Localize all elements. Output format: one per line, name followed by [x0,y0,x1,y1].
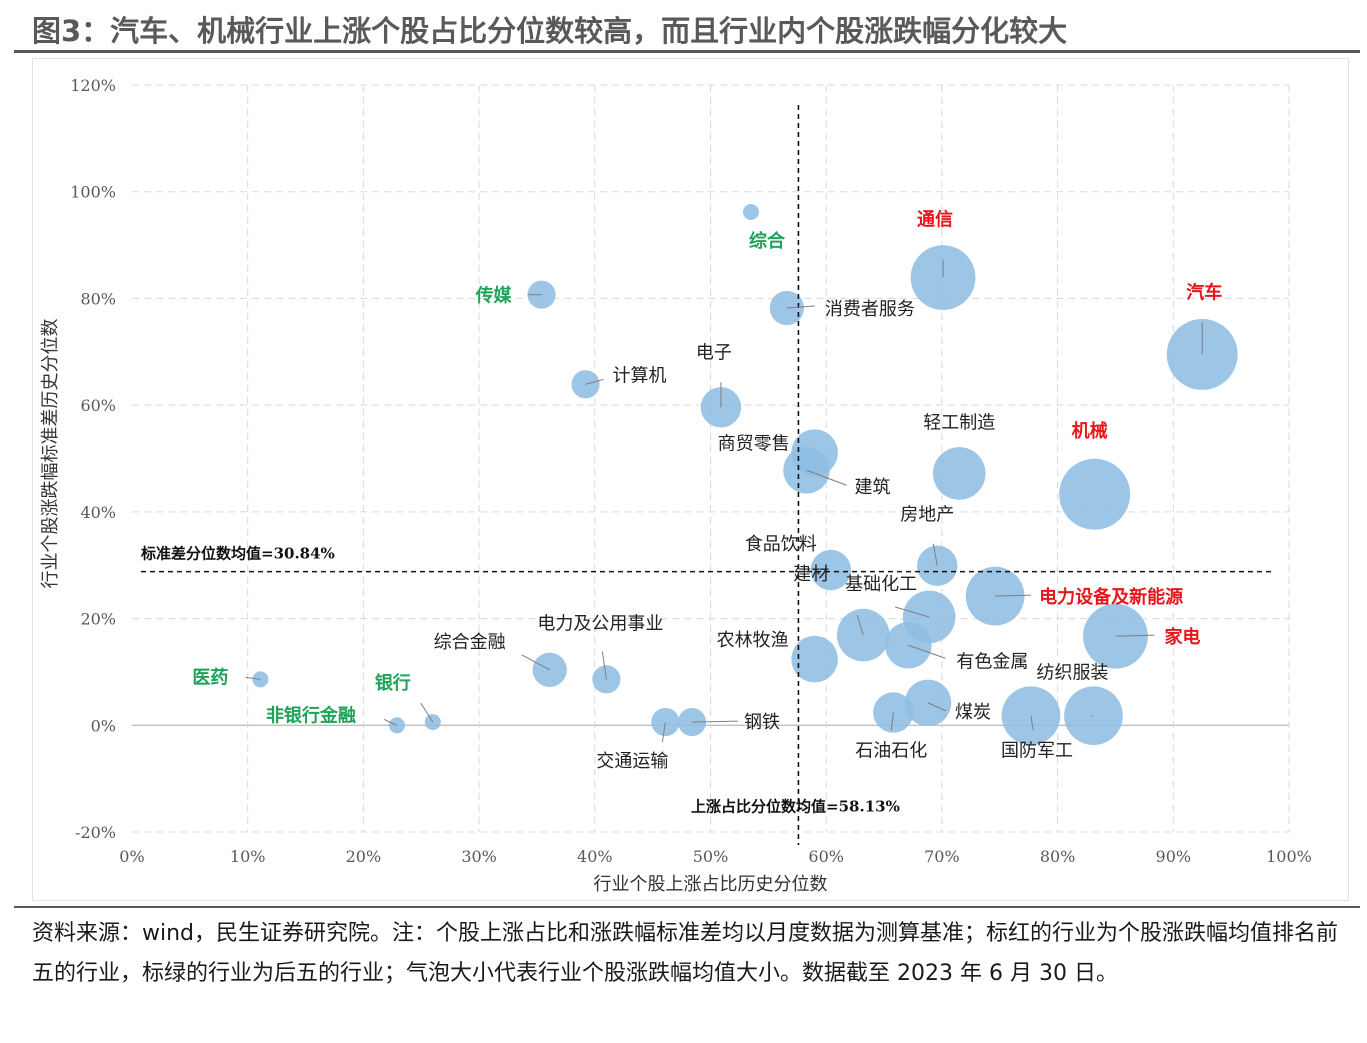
x-tick-label: 10% [230,847,266,866]
leader-line [521,654,550,671]
leader-line [245,676,261,680]
leader-line [585,378,604,385]
x-tick-label: 100% [1266,847,1312,866]
y-tick-label: 120% [70,76,116,95]
bubble-label-电力设备及新能源: 电力设备及新能源 [1039,586,1183,608]
bubble-label-银行: 银行 [375,672,411,694]
leader-line [908,644,946,659]
x-tick-label: 30% [461,847,497,866]
bubble-label-综合: 综合 [749,230,786,252]
bubble-label-机械: 机械 [1072,420,1108,442]
y-tick-label: 80% [80,289,116,308]
bubble-农林牧渔 [791,635,838,683]
reference-line-layer: 上涨占比分位数均值=58.13% 标准差分位数均值=30.84% [140,105,1271,845]
y-tick-label: 40% [80,503,116,522]
y-tick-label: 20% [80,610,116,629]
bubble-消费者服务 [769,290,805,326]
leader-line [890,712,894,731]
leader-line [1030,715,1034,730]
bubble-label-基础化工: 基础化工 [845,574,917,595]
leader-line [927,702,947,712]
y-tick-label: -20% [75,823,116,842]
chart-frame [32,58,1349,901]
bubble-label-非银行金融: 非银行金融 [266,704,356,726]
bubble-layer [252,203,1238,746]
leader-line [786,305,815,309]
leader-line [661,722,666,743]
bubble-食品饮料 [810,549,852,591]
x-tick-label: 90% [1156,847,1192,866]
x-tick-label: 70% [924,847,960,866]
leader-line [1115,634,1155,637]
bubble-label-综合金融: 综合金融 [434,632,506,653]
bubble-label-建筑: 建筑 [855,477,891,498]
bubble-label-交通运输: 交通运输 [596,751,668,772]
leader-line [806,469,847,486]
leader-line [995,594,1032,597]
y-axis-title: 行业个股涨跌幅标准差历史分位数 [40,319,61,589]
y-tick-label: 60% [80,396,116,415]
bubble-综合 [742,203,759,220]
x-axis-title: 行业个股上涨占比历史分位数 [594,874,828,895]
bubble-机械 [1059,458,1131,530]
leader-line [420,702,434,723]
y-tick-label: 100% [70,183,116,202]
x-tick-label: 80% [1040,847,1076,866]
x-tick-label: 40% [577,847,613,866]
y-mean-label: 标准差分位数均值=30.84% [140,545,335,563]
source-note: 资料来源：wind，民生证券研究院。注：个股上涨占比和涨跌幅标准差均以月度数据为… [32,921,1339,986]
figure-title: 图3：汽车、机械行业上涨个股占比分位数较高，而且行业内个股涨跌幅分化较大 [32,14,1068,48]
bubble-label-钢铁: 钢铁 [744,712,780,733]
axis-layer: -20%0%20%40%60%80%100%120%0% 10% 20% 30% 40%… [40,76,1312,895]
x-mean-label: 上涨占比分位数均值=58.13% [691,798,900,816]
bubble-label-国防军工: 国防军工 [1001,741,1073,762]
bubble-label-汽车: 汽车 [1186,281,1222,303]
leader-line [601,651,607,680]
leader-line [856,614,864,636]
bubble-label-传媒: 传媒 [475,285,513,307]
title-divider [14,50,1360,53]
bubble-label-农林牧渔: 农林牧渔 [717,630,789,651]
x-tick-label: 20% [346,847,382,866]
bubble-轻工制造 [932,447,986,500]
x-tick-label: 50% [693,847,729,866]
bubble-label-煤炭: 煤炭 [955,702,991,723]
leader-line [932,543,938,566]
bubble-chart: -20%0%20%40%60%80%100%120%0% 10% 20% 30% 40%… [40,76,1312,895]
bubble-label-医药: 医药 [192,666,228,688]
bubble-label-建材: 建材 [793,564,829,585]
bubble-label-石油石化: 石油石化 [855,740,927,761]
leader-line [895,606,930,618]
bubble-label-电力及公用事业: 电力及公用事业 [537,613,663,634]
bubble-label-计算机: 计算机 [613,365,667,386]
bubble-label-消费者服务: 消费者服务 [825,299,915,320]
bubble-label-家电: 家电 [1164,626,1200,648]
bubble-label-商贸零售: 商贸零售 [718,434,790,455]
leader-line [691,720,738,723]
x-tick-label: 60% [808,847,844,866]
bubble-label-食品饮料: 食品饮料 [745,534,817,555]
leader-line [383,718,398,726]
bubble-label-房地产: 房地产 [900,505,954,526]
bubble-label-有色金属: 有色金属 [956,651,1028,672]
x-tick-label: 0% [119,847,144,866]
bubble-label-轻工制造: 轻工制造 [923,412,995,433]
bubble-label-纺织服装: 纺织服装 [1036,663,1108,684]
y-tick-label: 0% [91,716,116,735]
bubble-label-通信: 通信 [917,209,953,231]
source-divider [14,906,1360,908]
bubble-label-电子: 电子 [696,342,732,363]
